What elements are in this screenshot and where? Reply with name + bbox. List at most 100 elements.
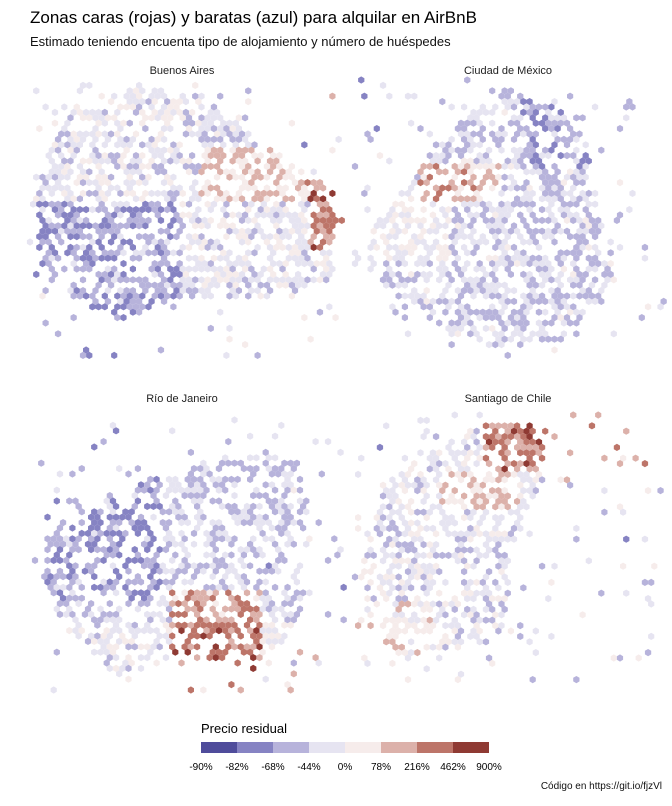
- hex-cell: [72, 540, 79, 548]
- hex-cell: [198, 189, 205, 197]
- hex-cell: [185, 211, 193, 219]
- hex-cell: [408, 238, 415, 246]
- hex-cell: [420, 605, 427, 613]
- hex-cell: [417, 600, 424, 608]
- hex-cell: [326, 206, 333, 214]
- hex-cell: [265, 454, 272, 462]
- hex-cell: [145, 206, 152, 214]
- hex-cell: [476, 487, 483, 495]
- hex-cell: [386, 632, 393, 640]
- hex-cell: [53, 551, 60, 559]
- hex-cell: [379, 222, 387, 230]
- hex-cell: [217, 168, 224, 176]
- hex-cell: [114, 184, 121, 192]
- hex-cell: [538, 162, 546, 170]
- hex-cell: [641, 535, 649, 543]
- hex-cell: [492, 438, 499, 446]
- hex-cell: [473, 157, 480, 165]
- hex-cell: [73, 287, 80, 295]
- hex-cell: [563, 119, 571, 127]
- hex-cell: [304, 189, 311, 197]
- hex-cell: [420, 562, 427, 570]
- hex-cell: [61, 103, 68, 111]
- hex-cell: [181, 610, 188, 618]
- hex-cell: [234, 508, 241, 516]
- hex-cell: [461, 568, 468, 576]
- hex-cell: [242, 265, 249, 273]
- hex-cell: [279, 189, 286, 197]
- hex-cell: [117, 200, 124, 208]
- hex-cell: [461, 492, 468, 500]
- hex-cell: [173, 265, 180, 273]
- hex-cell: [253, 616, 260, 624]
- hex-cell: [266, 189, 274, 197]
- hex-cell: [116, 616, 123, 624]
- hex-cell: [498, 189, 505, 197]
- hex-cell: [404, 330, 412, 338]
- hex-cell: [492, 341, 499, 349]
- hex-cell: [504, 578, 511, 586]
- hex-cell: [217, 254, 224, 262]
- hex-cell: [573, 535, 580, 543]
- hex-cell: [408, 616, 415, 624]
- hex-cell: [448, 243, 455, 251]
- hex-cell: [61, 168, 68, 176]
- hex-cell: [72, 573, 79, 581]
- hex-cell: [207, 184, 214, 192]
- hex-cell: [579, 157, 586, 165]
- hex-cell: [278, 421, 285, 429]
- hex-cell: [232, 292, 239, 300]
- hex-cell: [181, 621, 188, 629]
- hex-cell: [523, 438, 530, 446]
- hex-cell: [395, 292, 402, 300]
- hex-cell: [206, 535, 213, 543]
- hex-cell: [461, 200, 468, 208]
- hex-cell: [203, 551, 210, 559]
- hex-cell: [94, 556, 101, 564]
- hex-cell: [54, 179, 62, 187]
- hex-cell: [476, 238, 483, 246]
- hex-cell: [275, 546, 282, 554]
- hex-cell: [507, 335, 514, 343]
- hex-cell: [485, 654, 493, 662]
- hex-cell: [473, 460, 480, 468]
- hex-cell: [179, 211, 186, 219]
- hex-cell: [275, 567, 282, 575]
- hex-cell: [53, 583, 60, 591]
- hex-cell: [570, 270, 577, 278]
- hex-cell: [648, 632, 655, 640]
- hex-cell: [454, 125, 461, 133]
- hex-cell: [454, 168, 461, 176]
- hex-cell: [129, 287, 136, 295]
- hex-cell: [379, 589, 387, 597]
- hex-cell: [489, 314, 496, 322]
- hex-cell: [176, 141, 183, 149]
- hex-cell: [504, 233, 511, 241]
- hex-cell: [106, 643, 113, 651]
- hex-cell: [520, 238, 527, 246]
- hex-cell: [560, 189, 567, 197]
- hex-cell: [129, 308, 136, 316]
- hex-cell: [361, 92, 368, 100]
- hex-cell: [473, 492, 480, 500]
- hex-cell: [529, 103, 536, 111]
- hex-cell: [250, 664, 257, 672]
- hex-cell: [229, 222, 236, 230]
- hex-cell: [225, 632, 232, 640]
- hex-cell: [144, 502, 151, 510]
- hex-cell: [201, 281, 208, 289]
- hex-cell: [250, 654, 257, 662]
- hex-cell: [153, 637, 160, 645]
- hex-cell: [162, 632, 170, 640]
- hex-cell: [545, 595, 552, 603]
- hex-cell: [120, 260, 127, 268]
- hex-cell: [137, 578, 145, 586]
- hex-cell: [210, 103, 218, 111]
- hex-cell: [582, 227, 589, 235]
- hex-cell: [489, 324, 496, 332]
- hex-cell: [417, 233, 424, 241]
- hex-cell: [298, 189, 305, 197]
- hex-cell: [165, 519, 173, 527]
- hex-cell: [247, 648, 254, 656]
- hex-cell: [111, 254, 118, 262]
